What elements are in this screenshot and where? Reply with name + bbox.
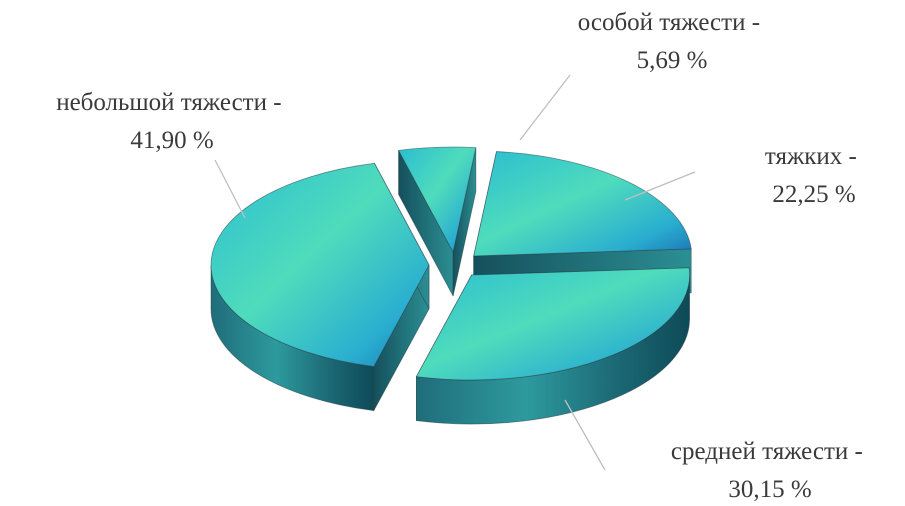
label-tyazhkih: тяжких - 22,25 %	[765, 143, 863, 208]
label-nebolshoy-tyazhesti: небольшой тяжести - 41,90 %	[56, 89, 288, 154]
slice-top-face	[210, 162, 430, 367]
leader-line-небольшой-тяжести	[214, 159, 246, 219]
label-osoboy-tyazhesti: особой тяжести - 5,69 %	[578, 9, 767, 74]
pie-slices	[210, 146, 692, 425]
leader-lines	[214, 74, 696, 471]
label-sredney-tyazhesti: средней тяжести - 30,15 %	[671, 438, 869, 503]
slice-небольшой-тяжести	[210, 162, 430, 412]
slice-средней-тяжести	[415, 267, 690, 425]
slice-top-face	[397, 146, 477, 254]
slice-top-face	[415, 267, 690, 381]
leader-line-тяжких	[624, 171, 696, 201]
slice-top-face	[473, 151, 692, 257]
slice-особой-тяжести	[397, 146, 477, 297]
leader-line-средней-тяжести	[564, 399, 606, 471]
leader-line-особой-тяжести	[519, 74, 571, 141]
